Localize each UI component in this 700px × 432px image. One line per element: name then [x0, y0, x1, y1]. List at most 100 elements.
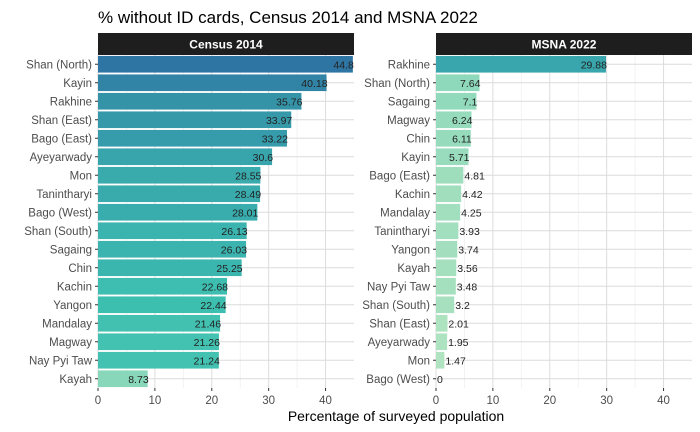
- data-label-shan-east: 33.97: [266, 115, 292, 127]
- data-label-bago-east: 4.81: [464, 170, 485, 182]
- bar-rakhine: [98, 92, 302, 110]
- data-label-yangon: 3.74: [458, 244, 479, 256]
- category-label-chin: Chin: [68, 263, 92, 275]
- data-label-sagaing: 7.1: [463, 96, 478, 108]
- bar-shan-north: [98, 55, 353, 73]
- x-axis-label: Percentage of surveyed population: [288, 408, 504, 424]
- panel-msna-2022: 29.88 Rakhine 7.64 Shan (North) 7.1 Sagaing 6.…: [362, 33, 692, 407]
- data-label-nay-pyi-taw: 21.24: [194, 355, 220, 367]
- category-label-tanintharyi: Tanintharyi: [374, 226, 430, 238]
- category-label-kayin: Kayin: [63, 78, 92, 90]
- category-label-shan-east: Shan (East): [369, 318, 430, 330]
- category-label-mandalay: Mandalay: [380, 207, 430, 219]
- data-label-kachin: 4.42: [462, 189, 483, 201]
- bar-shan-east: [98, 111, 292, 129]
- data-label-shan-east: 2.01: [448, 318, 469, 330]
- category-label-kayah: Kayah: [59, 374, 92, 386]
- panel-strip: [436, 33, 692, 55]
- data-label-kayin: 5.71: [449, 152, 470, 164]
- x-tick-label: 20: [543, 395, 556, 407]
- bar-kayah: [98, 370, 148, 388]
- x-tick-label: 20: [205, 395, 218, 407]
- bar-tanintharyi: [436, 222, 459, 240]
- bar-kayah: [436, 259, 457, 277]
- bar-magway: [98, 333, 219, 351]
- category-label-bago-west: Bago (West): [28, 207, 92, 219]
- data-label-bago-west: 0: [437, 374, 443, 386]
- data-label-chin: 25.25: [216, 263, 242, 275]
- panel-background: [98, 55, 354, 388]
- category-label-kayah: Kayah: [397, 263, 430, 275]
- bar-tanintharyi: [98, 185, 261, 203]
- bar-bago-east: [98, 129, 287, 147]
- bar-mandalay: [436, 203, 461, 221]
- data-label-rakhine: 35.76: [276, 96, 302, 108]
- data-label-tanintharyi: 28.49: [235, 189, 261, 201]
- bar-kayin: [436, 148, 469, 166]
- panel-strip-title: MSNA 2022: [532, 38, 597, 52]
- x-tick-label: 30: [262, 395, 275, 407]
- category-label-bago-east: Bago (East): [369, 170, 430, 182]
- bar-shan-south: [98, 222, 247, 240]
- bar-mandalay: [98, 314, 221, 332]
- bar-nay-pyi-taw: [98, 351, 219, 369]
- data-label-mon: 1.47: [445, 355, 466, 367]
- panel-strip-title: Census 2014: [189, 38, 263, 52]
- bar-shan-east: [436, 314, 448, 332]
- category-label-nay-pyi-taw: Nay Pyi Taw: [29, 355, 93, 367]
- x-tick-label: 0: [433, 395, 439, 407]
- category-label-yangon: Yangon: [53, 300, 92, 312]
- x-tick-label: 30: [600, 395, 613, 407]
- category-label-magway: Magway: [49, 337, 92, 349]
- data-label-mon: 28.55: [235, 170, 261, 182]
- data-label-shan-north: 7.64: [460, 78, 481, 90]
- category-label-shan-north: Shan (North): [26, 59, 92, 71]
- data-label-rakhine: 29.88: [581, 59, 607, 71]
- bar-nay-pyi-taw: [436, 277, 456, 295]
- category-label-mon: Mon: [408, 355, 430, 367]
- x-tick-label: 40: [657, 395, 670, 407]
- bar-shan-south: [436, 296, 455, 314]
- bar-bago-west: [98, 203, 258, 221]
- data-label-mandalay: 21.46: [195, 318, 221, 330]
- data-label-kachin: 22.68: [202, 281, 228, 293]
- data-label-shan-north: 44.8: [333, 59, 354, 71]
- x-tick-label: 40: [319, 395, 332, 407]
- data-label-bago-west: 28.01: [232, 207, 258, 219]
- chart-panels: 44.8 Shan (North) 40.18 Kayin 35.76 Rakhine 33…: [24, 33, 692, 407]
- data-label-tanintharyi: 3.93: [459, 226, 480, 238]
- category-label-shan-south: Shan (South): [24, 226, 92, 238]
- data-label-shan-south: 3.2: [455, 300, 470, 312]
- category-label-nay-pyi-taw: Nay Pyi Taw: [367, 281, 431, 293]
- bar-mon: [436, 351, 445, 369]
- category-label-magway: Magway: [387, 115, 430, 127]
- category-label-ayeyarwady: Ayeyarwady: [30, 152, 93, 164]
- bar-shan-north: [436, 74, 480, 92]
- category-label-chin: Chin: [406, 133, 430, 145]
- category-label-sagaing: Sagaing: [50, 244, 92, 256]
- category-label-ayeyarwady: Ayeyarwady: [368, 337, 431, 349]
- panel-census-2014: 44.8 Shan (North) 40.18 Kayin 35.76 Rakhine 33…: [24, 33, 354, 407]
- data-label-sagaing: 26.03: [221, 244, 247, 256]
- data-label-chin: 6.11: [452, 133, 472, 145]
- category-label-shan-east: Shan (East): [31, 115, 92, 127]
- bar-yangon: [436, 240, 458, 258]
- bar-bago-east: [436, 166, 464, 184]
- category-label-rakhine: Rakhine: [388, 59, 430, 71]
- category-label-mon: Mon: [70, 170, 92, 182]
- bar-yangon: [98, 296, 226, 314]
- data-label-bago-east: 33.22: [262, 133, 288, 145]
- category-label-kachin: Kachin: [395, 189, 430, 201]
- bar-rakhine: [436, 55, 606, 73]
- data-label-mandalay: 4.25: [461, 207, 482, 219]
- bar-chin: [98, 259, 242, 277]
- x-tick-label: 10: [148, 395, 161, 407]
- bar-ayeyarwady: [98, 148, 273, 166]
- chart-title: % without ID cards, Census 2014 and MSNA…: [98, 8, 478, 27]
- bar-kachin: [98, 277, 228, 295]
- category-label-tanintharyi: Tanintharyi: [36, 189, 92, 201]
- data-label-ayeyarwady: 1.95: [448, 337, 469, 349]
- bar-kayin: [98, 74, 327, 92]
- x-tick-label: 0: [95, 395, 101, 407]
- bar-mon: [98, 166, 261, 184]
